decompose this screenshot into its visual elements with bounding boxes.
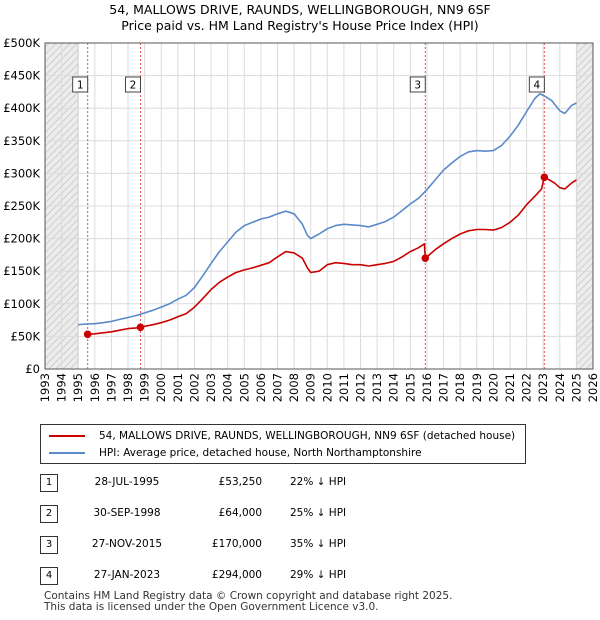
table-row: 3 27-NOV-2015 £170,000 35% ↓ HPI bbox=[40, 536, 440, 556]
x-tick-label: 2009 bbox=[304, 373, 318, 402]
x-tick-label: 2001 bbox=[171, 373, 185, 402]
legend-item-hpi: HPI: Average price, detached house, Nort… bbox=[49, 445, 422, 461]
x-tick-label: 2010 bbox=[320, 373, 334, 402]
x-tick-label: 1995 bbox=[71, 373, 85, 402]
transaction-label-box bbox=[72, 76, 89, 93]
x-tick-label: 2016 bbox=[420, 373, 434, 402]
x-tick-label: 2026 bbox=[586, 373, 600, 402]
transaction-date: 27-JAN-2023 bbox=[93, 569, 161, 581]
x-tick-label: 2005 bbox=[237, 373, 251, 402]
y-tick-label: £300K bbox=[3, 166, 40, 180]
y-tick-label: £50K bbox=[11, 329, 41, 343]
x-tick-label: 2018 bbox=[453, 373, 467, 402]
transaction-point bbox=[540, 173, 549, 182]
transaction-price: £64,000 bbox=[218, 507, 262, 519]
x-tick-label: 2022 bbox=[520, 373, 534, 402]
y-tick-label: £0 bbox=[25, 362, 40, 376]
x-tick-label: 2020 bbox=[486, 373, 500, 402]
y-tick-label: £500K bbox=[3, 36, 40, 50]
y-tick-label: £450K bbox=[3, 69, 40, 83]
y-tick-label: £400K bbox=[3, 101, 40, 115]
transaction-badge: 3 bbox=[40, 536, 58, 554]
x-tick-label: 1997 bbox=[104, 373, 118, 402]
transaction-date: 27-NOV-2015 bbox=[91, 538, 163, 550]
transaction-badge: 4 bbox=[40, 567, 58, 585]
table-row: 4 27-JAN-2023 £294,000 29% ↓ HPI bbox=[40, 567, 440, 587]
transaction-label-box bbox=[409, 76, 426, 93]
legend-item-house: 54, MALLOWS DRIVE, RAUNDS, WELLINGBOROUG… bbox=[49, 428, 515, 444]
transaction-price: £53,250 bbox=[218, 476, 262, 488]
x-tick-label: 2019 bbox=[470, 373, 484, 402]
x-tick-label: 1998 bbox=[121, 373, 135, 402]
legend-label-house: 54, MALLOWS DRIVE, RAUNDS, WELLINGBOROUG… bbox=[99, 430, 516, 442]
x-tick-label: 2003 bbox=[204, 373, 218, 402]
y-tick-label: £150K bbox=[3, 264, 40, 278]
x-tick-label: 2013 bbox=[370, 373, 384, 402]
footer-copyright: Contains HM Land Registry data © Crown c… bbox=[44, 590, 453, 602]
chart-subtitle: Price paid vs. HM Land Registry's House … bbox=[121, 18, 479, 33]
footer-licence: This data is licensed under the Open Gov… bbox=[44, 601, 379, 613]
legend-swatch-hpi bbox=[49, 452, 85, 454]
transaction-label-text: 4 bbox=[534, 80, 541, 92]
x-tick-label: 2023 bbox=[536, 373, 550, 402]
x-tick-label: 2002 bbox=[187, 373, 201, 402]
x-tick-label: 2008 bbox=[287, 373, 301, 402]
y-tick-label: £200K bbox=[3, 232, 40, 246]
transaction-label-text: 3 bbox=[414, 80, 421, 92]
y-tick-label: £350K bbox=[3, 134, 40, 148]
transaction-hpi: 22% ↓ HPI bbox=[290, 476, 347, 488]
table-row: 1 28-JUL-1995 £53,250 22% ↓ HPI bbox=[40, 474, 440, 494]
x-tick-label: 2012 bbox=[354, 373, 368, 402]
transaction-badge: 1 bbox=[40, 474, 58, 492]
x-tick-label: 1999 bbox=[138, 373, 152, 402]
transaction-point bbox=[83, 330, 92, 339]
x-tick-label: 2021 bbox=[503, 373, 517, 402]
plot-frame bbox=[44, 42, 594, 370]
x-tick-label: 2014 bbox=[387, 373, 401, 402]
transaction-label-box bbox=[528, 76, 545, 93]
legend-label-hpi: HPI: Average price, detached house, Nort… bbox=[99, 447, 422, 459]
transaction-price: £294,000 bbox=[211, 569, 262, 581]
hpi-series-line bbox=[78, 93, 577, 326]
transaction-label-text: 2 bbox=[130, 80, 137, 92]
transaction-badge: 2 bbox=[40, 505, 58, 523]
y-tick-label: £100K bbox=[3, 297, 40, 311]
y-tick-label: £250K bbox=[3, 199, 40, 213]
transaction-point bbox=[136, 323, 145, 332]
house-series-line bbox=[87, 176, 577, 336]
x-tick-label: 1996 bbox=[88, 373, 102, 402]
price-chart: £0 £50K £100K £150K £200K £250K £300K £350K £400… bbox=[3, 36, 600, 402]
x-tick-label: 2007 bbox=[270, 373, 284, 402]
table-row: 2 30-SEP-1998 £64,000 25% ↓ HPI bbox=[40, 505, 440, 525]
transaction-hpi: 25% ↓ HPI bbox=[290, 507, 347, 519]
legend-swatch-house bbox=[49, 435, 85, 437]
x-tick-label: 2006 bbox=[254, 373, 268, 402]
chart-title: 54, MALLOWS DRIVE, RAUNDS, WELLINGBOROUG… bbox=[109, 2, 491, 17]
x-tick-label: 2025 bbox=[569, 373, 583, 402]
transaction-date: 28-JUL-1995 bbox=[94, 476, 160, 488]
x-tick-label: 2015 bbox=[403, 373, 417, 402]
x-tick-label: 1994 bbox=[55, 373, 69, 402]
transaction-label-text: 1 bbox=[77, 80, 84, 92]
transaction-point bbox=[421, 254, 430, 262]
transaction-date: 30-SEP-1998 bbox=[93, 507, 161, 519]
legend: 54, MALLOWS DRIVE, RAUNDS, WELLINGBOROUG… bbox=[40, 424, 526, 464]
transaction-hpi: 35% ↓ HPI bbox=[290, 538, 347, 550]
x-tick-label: 1993 bbox=[38, 373, 52, 402]
x-tick-label: 2004 bbox=[221, 373, 235, 402]
transaction-price: £170,000 bbox=[211, 538, 262, 550]
x-tick-label: 2024 bbox=[553, 373, 567, 402]
x-tick-label: 2000 bbox=[154, 373, 168, 402]
transaction-hpi: 29% ↓ HPI bbox=[290, 569, 347, 581]
transaction-label-box bbox=[124, 76, 141, 93]
x-tick-label: 2011 bbox=[337, 373, 351, 402]
x-tick-label: 2017 bbox=[437, 373, 451, 402]
